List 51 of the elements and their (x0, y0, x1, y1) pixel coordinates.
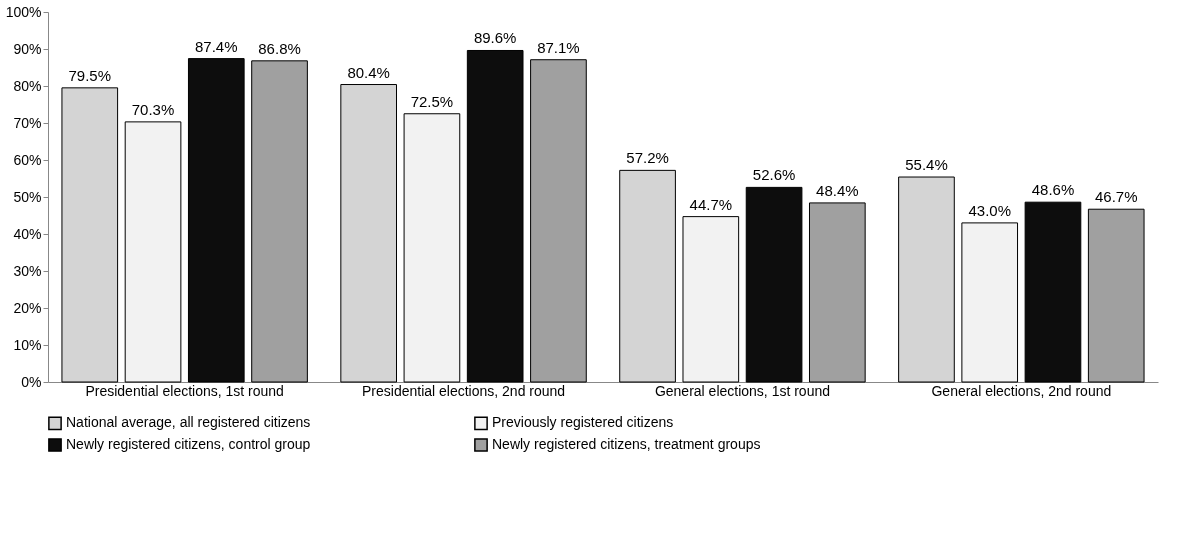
data-label: 46.7% (1094, 188, 1138, 206)
x-tick-label: Presidential elections, 1st round (85, 382, 284, 399)
y-tick-label: 100% (5, 3, 42, 20)
bar (61, 87, 119, 383)
data-label: 79.5% (68, 66, 112, 84)
bar (403, 113, 461, 383)
legend-label: Newly registered citizens, control group (66, 436, 311, 452)
y-tick-label: 60% (13, 151, 42, 168)
data-label: 44.7% (689, 195, 733, 213)
bar (530, 59, 587, 383)
x-tick-label: General elections, 2nd round (931, 382, 1112, 399)
bar (682, 216, 740, 383)
y-tick-label: 90% (13, 40, 42, 57)
data-label: 55.4% (905, 156, 948, 174)
bar (187, 58, 245, 383)
data-label: 70.3% (131, 100, 175, 118)
data-label: 52.6% (752, 166, 796, 184)
y-tick-label: 30% (13, 262, 42, 279)
data-label: 43.0% (968, 201, 1011, 219)
y-tick-label: 50% (13, 188, 42, 205)
data-label: 89.6% (473, 29, 517, 47)
bar (745, 186, 803, 383)
data-label: 57.2% (626, 149, 669, 167)
bar (1024, 201, 1082, 383)
data-label: 86.8% (258, 39, 301, 57)
data-label: 80.4% (347, 63, 390, 81)
x-tick-label: General elections, 1st round (654, 382, 830, 399)
y-tick-label: 80% (13, 77, 42, 94)
bar (619, 169, 676, 383)
y-tick-label: 20% (13, 299, 42, 316)
data-label: 48.4% (816, 181, 859, 199)
legend-label: Newly registered citizens, treatment groups (492, 436, 761, 452)
data-label: 72.5% (410, 92, 454, 110)
bar (1087, 208, 1145, 383)
bar (961, 222, 1019, 383)
y-tick-label: 40% (13, 225, 42, 242)
data-label: 48.6% (1031, 181, 1075, 199)
x-tick-label: Presidential elections, 2nd round (361, 382, 566, 399)
data-label: 87.4% (195, 37, 238, 55)
y-tick-label: 70% (13, 114, 42, 131)
legend-label: National average, all registered citizens (66, 414, 311, 431)
bar (251, 60, 308, 383)
y-tick-label: 0% (21, 373, 42, 390)
bar (124, 121, 182, 383)
bar (340, 84, 397, 383)
bar (809, 202, 866, 383)
legend-label: Previously registered citizens (492, 414, 674, 431)
bar (466, 49, 524, 383)
data-label: 87.1% (537, 38, 580, 56)
y-tick-label: 10% (13, 336, 42, 353)
bar (898, 176, 955, 383)
